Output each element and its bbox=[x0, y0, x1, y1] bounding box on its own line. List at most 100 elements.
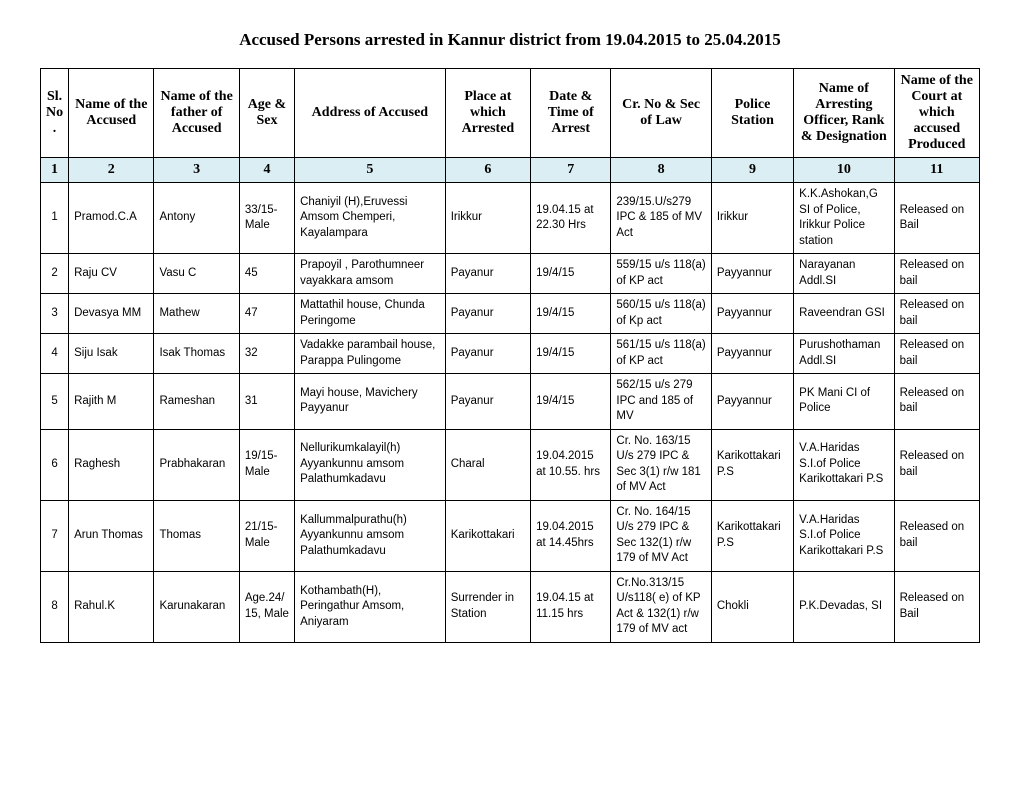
col-number: 8 bbox=[611, 158, 711, 183]
table-number-row: 1 2 3 4 5 6 7 8 9 10 11 bbox=[41, 158, 980, 183]
table-cell: Vasu C bbox=[154, 254, 239, 294]
table-cell: 32 bbox=[239, 334, 294, 374]
table-cell: Mathew bbox=[154, 294, 239, 334]
table-header-row: Sl. No. Name of the Accused Name of the … bbox=[41, 69, 980, 158]
table-cell: Karikottakari P.S bbox=[711, 429, 793, 500]
col-header: Sl. No. bbox=[41, 69, 69, 158]
page-title: Accused Persons arrested in Kannur distr… bbox=[40, 30, 980, 50]
table-cell: Siju Isak bbox=[69, 334, 154, 374]
table-cell: Prapoyil , Parothumneer vayakkara amsom bbox=[295, 254, 446, 294]
table-cell: Antony bbox=[154, 183, 239, 254]
table-cell: 19/4/15 bbox=[531, 374, 611, 430]
table-cell: Mattathil house, Chunda Peringome bbox=[295, 294, 446, 334]
table-cell: Pramod.C.A bbox=[69, 183, 154, 254]
arrests-table: Sl. No. Name of the Accused Name of the … bbox=[40, 68, 980, 643]
col-header: Date & Time of Arrest bbox=[531, 69, 611, 158]
table-cell: Cr.No.313/15 U/s118( e) of KP Act & 132(… bbox=[611, 571, 711, 642]
table-cell: Released on bail bbox=[894, 294, 979, 334]
table-cell: Chaniyil (H),Eruvessi Amsom Chemperi, Ka… bbox=[295, 183, 446, 254]
col-number: 5 bbox=[295, 158, 446, 183]
table-cell: Released on bail bbox=[894, 334, 979, 374]
table-cell: Kothambath(H), Peringathur Amsom, Aniyar… bbox=[295, 571, 446, 642]
table-cell: 239/15.U/s279 IPC & 185 of MV Act bbox=[611, 183, 711, 254]
table-cell: 19/4/15 bbox=[531, 254, 611, 294]
table-cell: 31 bbox=[239, 374, 294, 430]
table-cell: Payanur bbox=[445, 374, 530, 430]
table-cell: 7 bbox=[41, 500, 69, 571]
col-header: Name of the father of Accused bbox=[154, 69, 239, 158]
table-cell: Payanur bbox=[445, 334, 530, 374]
table-cell: Payanur bbox=[445, 294, 530, 334]
table-cell: Thomas bbox=[154, 500, 239, 571]
table-cell: V.A.Haridas S.I.of Police Karikottakari … bbox=[794, 500, 894, 571]
table-cell: Kallummalpurathu(h) Ayyankunnu amsom Pal… bbox=[295, 500, 446, 571]
table-cell: 5 bbox=[41, 374, 69, 430]
table-cell: Chokli bbox=[711, 571, 793, 642]
table-cell: Age.24/15, Male bbox=[239, 571, 294, 642]
table-row: 3Devasya MMMathew47Mattathil house, Chun… bbox=[41, 294, 980, 334]
table-cell: 560/15 u/s 118(a) of Kp act bbox=[611, 294, 711, 334]
table-cell: Payyannur bbox=[711, 294, 793, 334]
table-cell: Released on bail bbox=[894, 374, 979, 430]
table-row: 8Rahul.KKarunakaranAge.24/15, MaleKotham… bbox=[41, 571, 980, 642]
table-cell: 19/4/15 bbox=[531, 334, 611, 374]
table-cell: Payyannur bbox=[711, 254, 793, 294]
col-header: Address of Accused bbox=[295, 69, 446, 158]
table-cell: Karunakaran bbox=[154, 571, 239, 642]
table-cell: 562/15 u/s 279 IPC and 185 of MV bbox=[611, 374, 711, 430]
col-number: 1 bbox=[41, 158, 69, 183]
col-header: Name of the Court at which accused Produ… bbox=[894, 69, 979, 158]
table-cell: V.A.Haridas S.I.of Police Karikottakari … bbox=[794, 429, 894, 500]
table-cell: Payyannur bbox=[711, 334, 793, 374]
col-header: Police Station bbox=[711, 69, 793, 158]
col-number: 6 bbox=[445, 158, 530, 183]
table-cell: Released on Bail bbox=[894, 571, 979, 642]
table-cell: Rameshan bbox=[154, 374, 239, 430]
table-cell: K.K.Ashokan,G SI of Police, Irikkur Poli… bbox=[794, 183, 894, 254]
col-header: Cr. No & Sec of Law bbox=[611, 69, 711, 158]
table-cell: Arun Thomas bbox=[69, 500, 154, 571]
table-cell: Purushothaman Addl.SI bbox=[794, 334, 894, 374]
table-cell: Payyannur bbox=[711, 374, 793, 430]
table-cell: Raghesh bbox=[69, 429, 154, 500]
table-cell: Released on Bail bbox=[894, 183, 979, 254]
table-cell: 19.04.2015 at 14.45hrs bbox=[531, 500, 611, 571]
col-number: 9 bbox=[711, 158, 793, 183]
table-cell: Prabhakaran bbox=[154, 429, 239, 500]
table-cell: 45 bbox=[239, 254, 294, 294]
table-cell: Charal bbox=[445, 429, 530, 500]
table-cell: 6 bbox=[41, 429, 69, 500]
table-cell: 559/15 u/s 118(a) of KP act bbox=[611, 254, 711, 294]
table-row: 7Arun ThomasThomas21/15- MaleKallummalpu… bbox=[41, 500, 980, 571]
table-cell: Raju CV bbox=[69, 254, 154, 294]
table-cell: P.K.Devadas, SI bbox=[794, 571, 894, 642]
col-header: Place at which Arrested bbox=[445, 69, 530, 158]
table-row: 2Raju CVVasu C45Prapoyil , Parothumneer … bbox=[41, 254, 980, 294]
table-cell: Devasya MM bbox=[69, 294, 154, 334]
table-cell: PK Mani CI of Police bbox=[794, 374, 894, 430]
table-cell: Released on bail bbox=[894, 500, 979, 571]
table-cell: Narayanan Addl.SI bbox=[794, 254, 894, 294]
table-cell: Payanur bbox=[445, 254, 530, 294]
col-number: 2 bbox=[69, 158, 154, 183]
table-cell: Mayi house, Mavichery Payyanur bbox=[295, 374, 446, 430]
table-row: 4Siju IsakIsak Thomas32Vadakke parambail… bbox=[41, 334, 980, 374]
table-cell: 2 bbox=[41, 254, 69, 294]
table-cell: 561/15 u/s 118(a) of KP act bbox=[611, 334, 711, 374]
table-cell: 47 bbox=[239, 294, 294, 334]
table-cell: Irikkur bbox=[445, 183, 530, 254]
table-cell: 19.04.15 at 11.15 hrs bbox=[531, 571, 611, 642]
table-cell: 21/15- Male bbox=[239, 500, 294, 571]
table-cell: Cr. No. 163/15 U/s 279 IPC & Sec 3(1) r/… bbox=[611, 429, 711, 500]
table-cell: 33/15- Male bbox=[239, 183, 294, 254]
table-cell: 1 bbox=[41, 183, 69, 254]
table-cell: Vadakke parambail house, Parappa Pulingo… bbox=[295, 334, 446, 374]
table-cell: 4 bbox=[41, 334, 69, 374]
col-header: Age & Sex bbox=[239, 69, 294, 158]
col-number: 11 bbox=[894, 158, 979, 183]
col-number: 4 bbox=[239, 158, 294, 183]
table-row: 1Pramod.C.AAntony33/15- MaleChaniyil (H)… bbox=[41, 183, 980, 254]
table-cell: Irikkur bbox=[711, 183, 793, 254]
table-row: 6RagheshPrabhakaran19/15- MaleNellurikum… bbox=[41, 429, 980, 500]
table-cell: 19/4/15 bbox=[531, 294, 611, 334]
